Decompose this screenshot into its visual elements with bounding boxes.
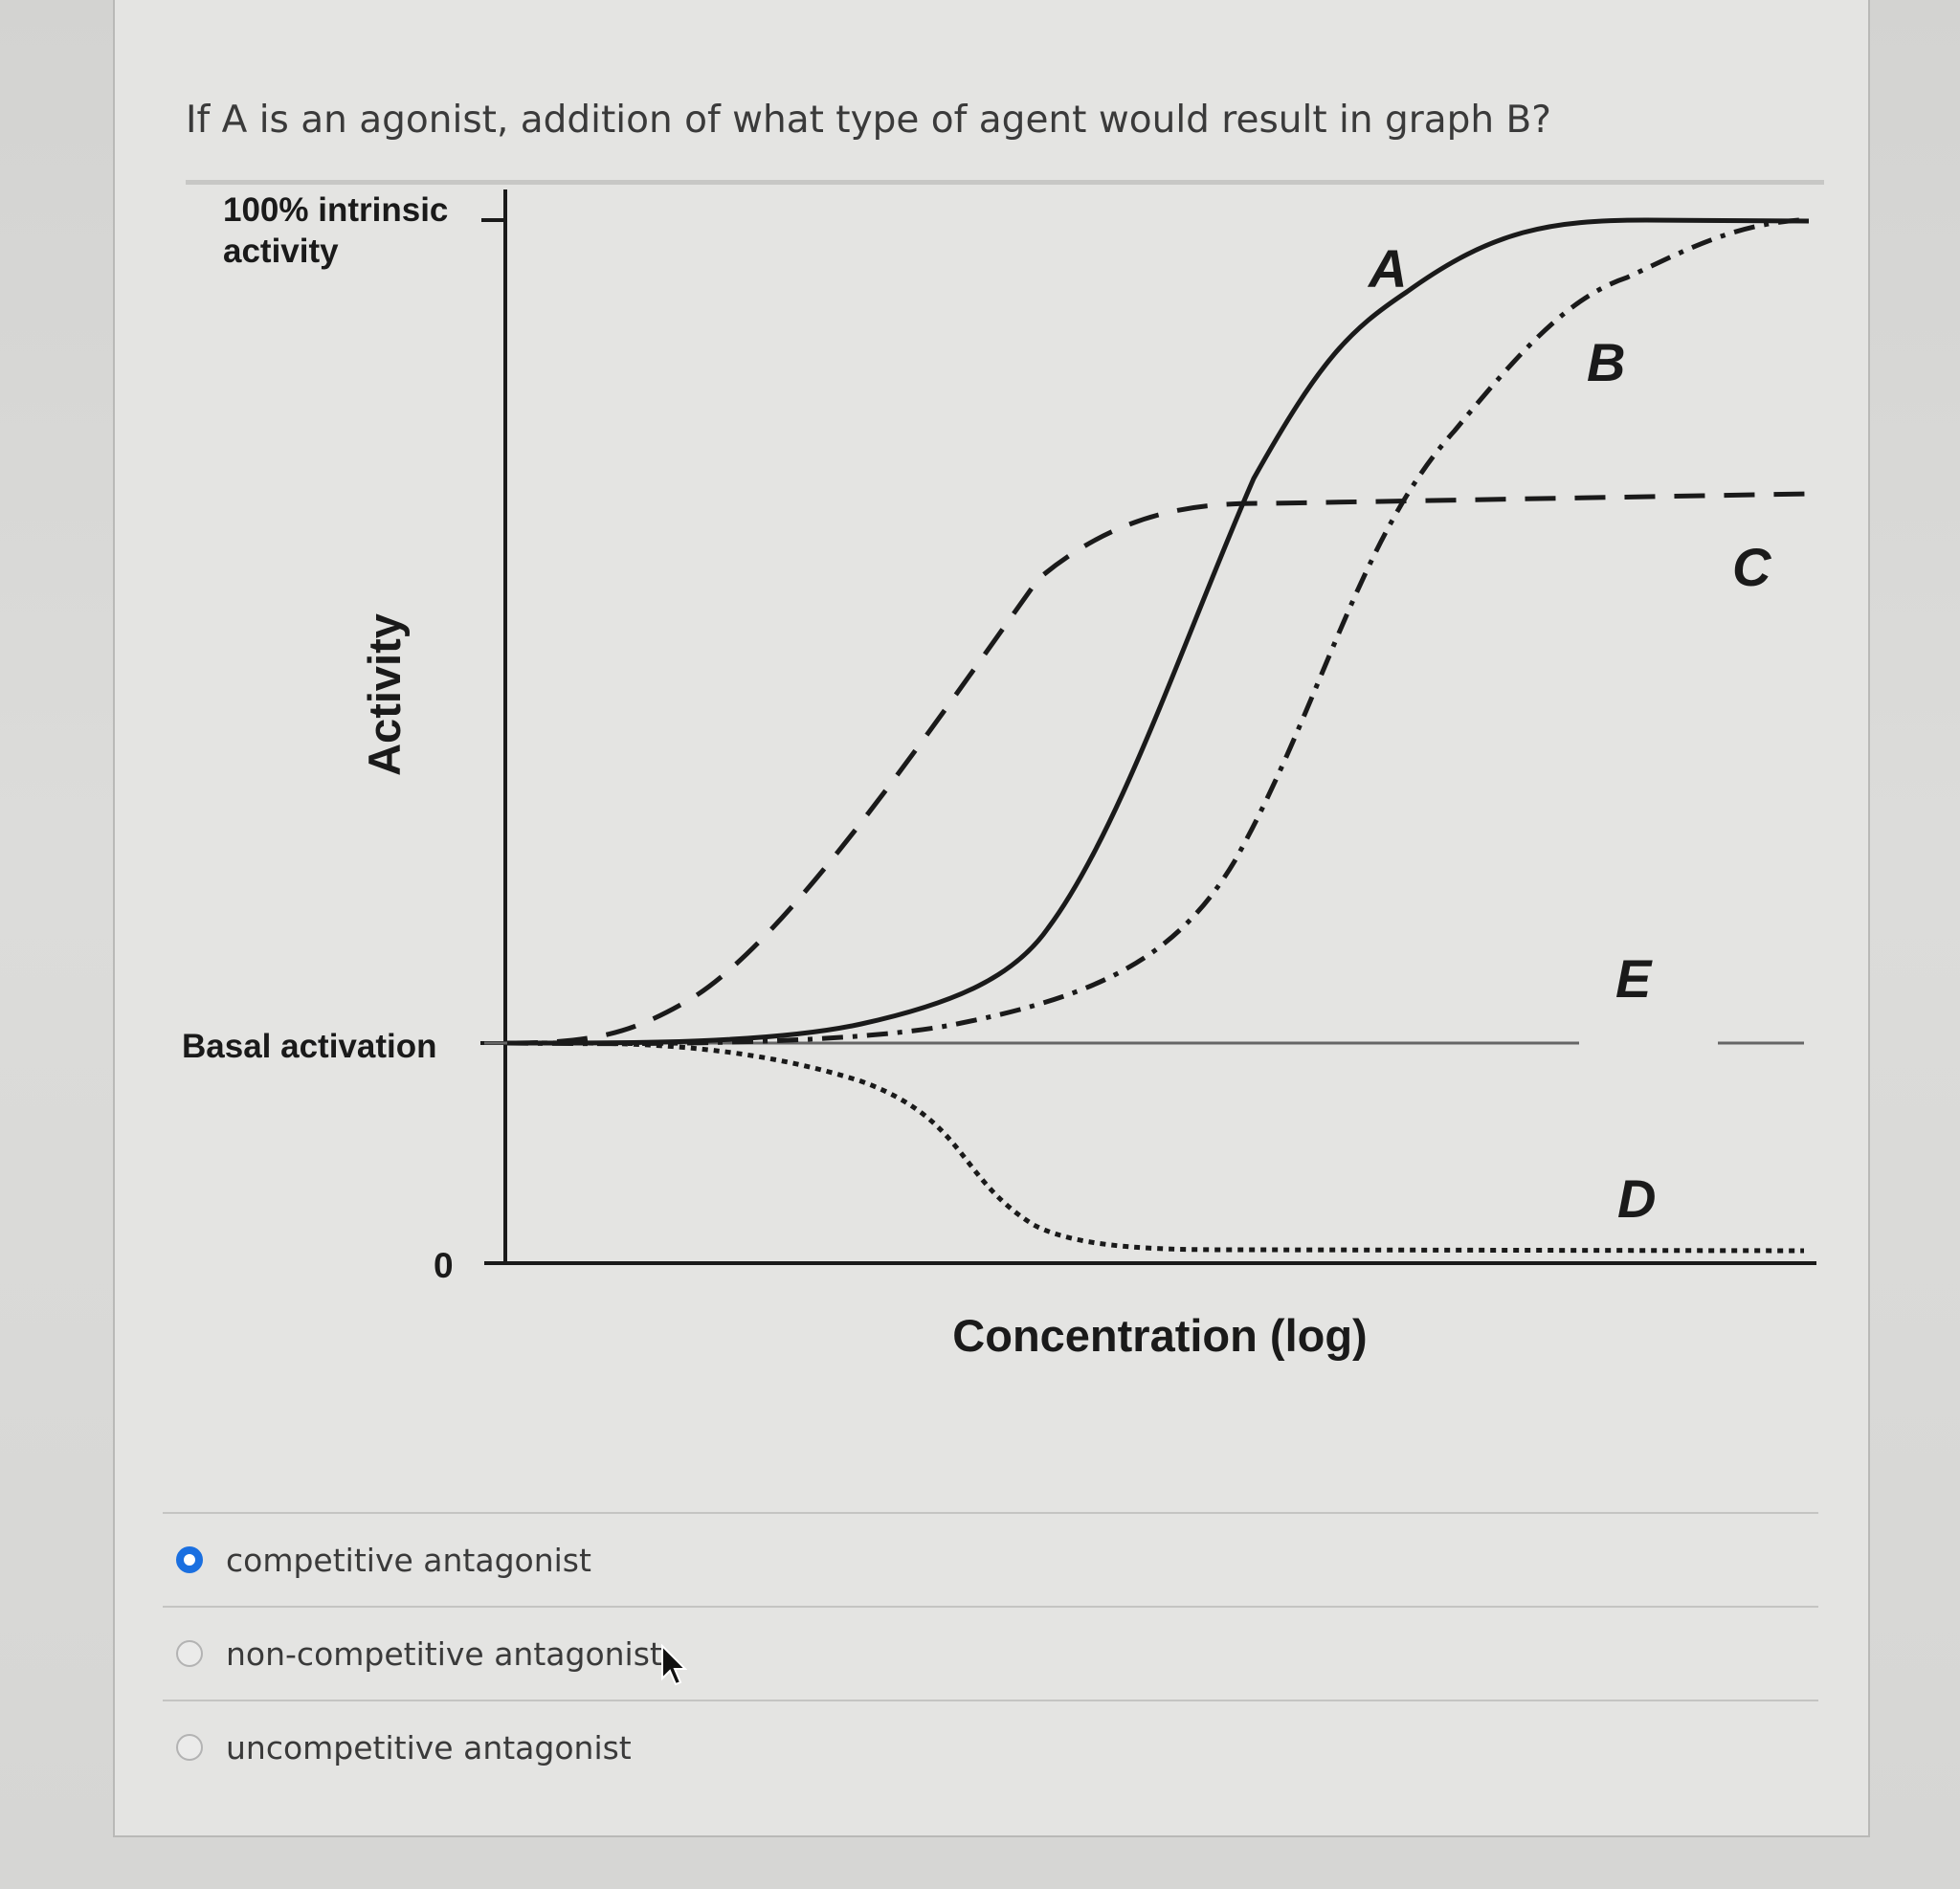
curve-label-d: D xyxy=(1617,1168,1656,1229)
curve-label-e: E xyxy=(1615,948,1653,1009)
y-tick-label-max-line1: 100% intrinsic xyxy=(223,191,448,229)
option-divider xyxy=(163,1700,1818,1701)
curve-label-a: A xyxy=(1367,238,1407,299)
option-label: competitive antagonist xyxy=(226,1541,591,1579)
question-divider xyxy=(186,180,1824,185)
y-tick-label-max-line2: activity xyxy=(223,233,339,270)
curve-b xyxy=(506,217,1800,1047)
curve-label-c: C xyxy=(1732,537,1772,597)
option-competitive-antagonist[interactable]: competitive antagonist xyxy=(163,1514,1818,1606)
option-uncompetitive-antagonist[interactable]: uncompetitive antagonist xyxy=(163,1701,1818,1793)
option-label: uncompetitive antagonist xyxy=(226,1728,632,1767)
curve-d xyxy=(506,1040,1805,1254)
radio-button-selected[interactable] xyxy=(176,1546,203,1573)
radio-button[interactable] xyxy=(176,1640,203,1667)
y-tick-label-basal: Basal activation xyxy=(182,1028,437,1065)
curve-a xyxy=(506,217,1810,1046)
question-text: If A is an agonist, addition of what typ… xyxy=(186,99,1552,142)
option-label: non-competitive antagonist xyxy=(226,1634,662,1673)
curve-label-b: B xyxy=(1587,332,1625,392)
mouse-pointer-icon xyxy=(661,1644,687,1686)
y-axis-title: Activity xyxy=(359,613,410,776)
option-divider xyxy=(163,1606,1818,1608)
options-top-divider xyxy=(163,1512,1818,1514)
curve-c xyxy=(506,491,1810,1046)
radio-button[interactable] xyxy=(176,1734,203,1761)
option-non-competitive-antagonist[interactable]: non-competitive antagonist xyxy=(163,1608,1818,1700)
x-axis-title: Concentration (log) xyxy=(952,1310,1367,1361)
y-tick-label-zero: 0 xyxy=(434,1246,454,1285)
